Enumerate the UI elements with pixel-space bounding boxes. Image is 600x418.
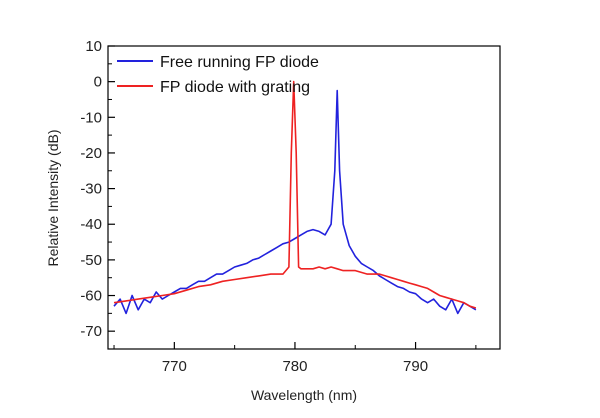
- y-tick-label: -10: [80, 109, 102, 126]
- x-tick-label: 770: [162, 358, 187, 375]
- y-tick-label: 10: [85, 38, 102, 55]
- x-tick-label: 780: [282, 358, 307, 375]
- y-tick-label: -70: [80, 323, 102, 340]
- y-tick-label: -40: [80, 216, 102, 233]
- x-tick-label: 790: [403, 358, 428, 375]
- legend-label-free-running: Free running FP diode: [160, 54, 319, 71]
- series-layer: [113, 80, 477, 315]
- y-tick-label: -20: [80, 145, 102, 162]
- axis-layer: 770 780 790 10 0 -10 -20 -30 -40 -50 -60 -70: [80, 38, 477, 375]
- legend: Free running FP diode FP diode with grat…: [117, 54, 319, 96]
- y-tick-label: -30: [80, 181, 102, 198]
- x-axis-title: Wavelength (nm): [251, 387, 357, 403]
- series-line-free-running: [113, 89, 477, 315]
- y-tick-label: -60: [80, 288, 102, 305]
- y-tick-label: 0: [94, 74, 102, 91]
- series-line-with-grating: [113, 80, 477, 309]
- y-axis-title: Relative Intensity (dB): [45, 130, 61, 267]
- y-tick-label: -50: [80, 252, 102, 269]
- legend-label-with-grating: FP diode with grating: [160, 79, 310, 96]
- plot-frame: [107, 45, 501, 350]
